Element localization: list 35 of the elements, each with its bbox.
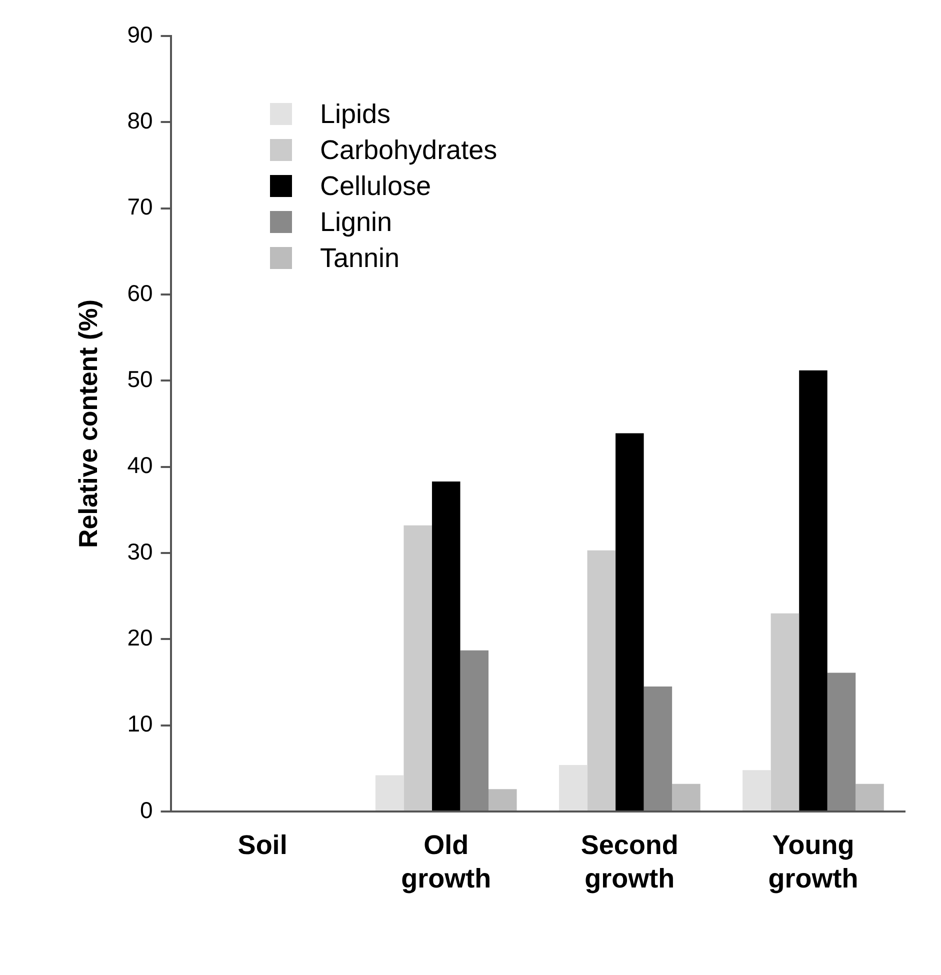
- bar: [742, 770, 771, 810]
- y-tick-label: 50: [127, 366, 153, 392]
- bar: [404, 525, 432, 810]
- y-tick-label: 10: [127, 710, 153, 737]
- y-tick-label: 70: [127, 194, 153, 220]
- legend-label: Cellulose: [320, 170, 432, 203]
- x-tick-label: Old growth: [401, 830, 492, 894]
- bar: [559, 764, 588, 810]
- bar: [644, 686, 672, 810]
- y-tick-label: 80: [127, 108, 153, 134]
- legend-label: Tannin: [320, 242, 400, 275]
- bar: [770, 613, 800, 810]
- y-tick-label: 0: [140, 796, 153, 823]
- x-tick-label: Young growth: [768, 830, 858, 894]
- y-tick-label: 90: [127, 21, 153, 48]
- x-tick-label: Soil: [238, 830, 288, 860]
- bar: [375, 775, 404, 810]
- bar: [827, 672, 856, 810]
- x-tick-label: Second growth: [580, 830, 678, 894]
- bar: [616, 433, 644, 810]
- legend-label: Lipids: [320, 98, 391, 131]
- y-tick-label: 60: [127, 280, 153, 306]
- legend-label: Lignin: [320, 206, 392, 239]
- bar: [856, 784, 884, 810]
- bar: [488, 789, 517, 810]
- y-tick-label: 40: [127, 452, 153, 478]
- bar: [587, 550, 616, 810]
- y-axis-title: Relative content (%): [72, 300, 103, 548]
- y-tick-label: 30: [127, 538, 153, 564]
- legend-label: Carbohydrates: [320, 134, 498, 167]
- bar: [460, 650, 489, 810]
- bar: [799, 370, 828, 810]
- y-tick-label: 20: [127, 624, 153, 651]
- bar: [672, 784, 700, 810]
- bar: [432, 481, 460, 810]
